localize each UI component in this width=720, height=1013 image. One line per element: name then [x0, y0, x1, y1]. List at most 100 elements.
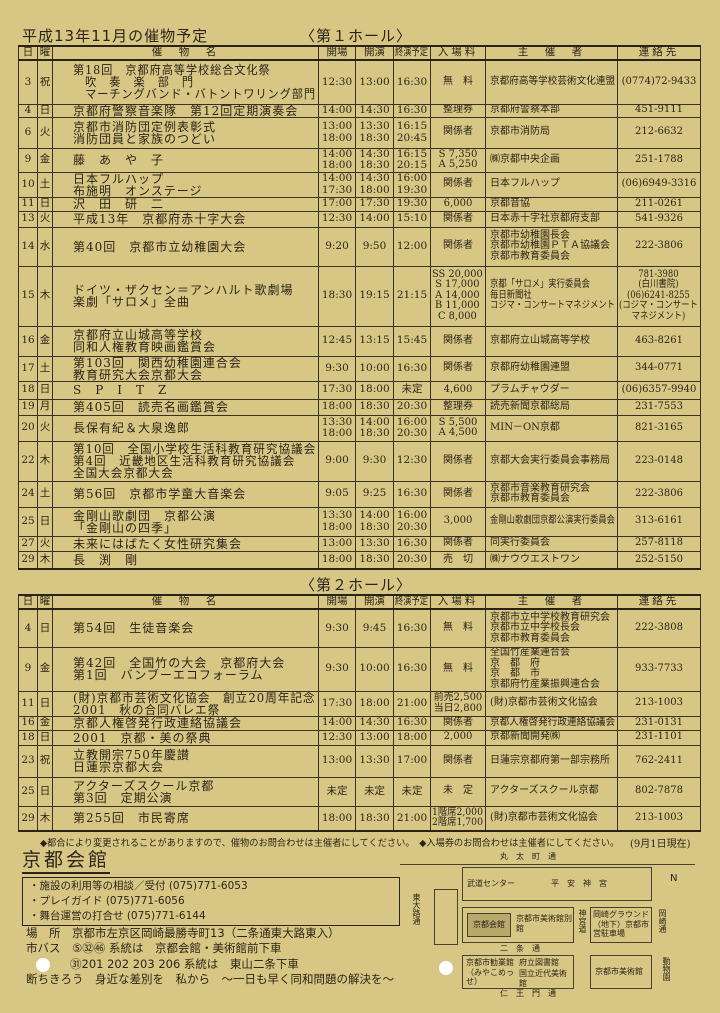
contact-phone: 821-3165 [635, 421, 683, 433]
event-name-cell: (財)京都市芸術文化協会 創立20周年記念 2001 秋の合同バレエ祭 [52, 690, 319, 717]
end-time: 未定 [401, 784, 423, 797]
weekday: 日 [39, 514, 51, 527]
doors-open: 18:30 [321, 289, 353, 302]
column-header-label: 入場料 [437, 595, 479, 608]
start-time: 13:30 18:30 [359, 120, 390, 144]
end-time-cell: 18:00 [393, 729, 431, 746]
map-higashioji: 東大路通 [412, 893, 421, 925]
end-time: 16:30 [396, 621, 428, 634]
table-row: 16 金 京都府立山城高等学校 同和人権教育映画鑑賞会 12:45 13:15 15:45… [18, 325, 701, 357]
consult-contact: ・施設の利用等の相談／受付 (075)771-6053 [29, 879, 248, 892]
event-name: 京都府警察音楽隊 第12回定期演奏会 [73, 104, 299, 117]
column-header-label: 日 [22, 595, 34, 608]
start-time: 13:00 [359, 730, 390, 743]
doors-open: 13:00 [321, 536, 353, 549]
weekday: 日 [39, 621, 51, 634]
event-name-cell: 京都人権啓発行政連絡協議会 [52, 715, 319, 731]
start-time: 19:15 [359, 289, 390, 302]
day-cell: 16 [18, 715, 38, 731]
contact-phone-cell: 344-0771 [617, 355, 701, 382]
end-time: 16:30 [396, 716, 428, 729]
contact-phone: 222-3808 [635, 622, 683, 633]
organizer: プラムチャウダー [490, 383, 570, 395]
end-time-cell: 21:00 [393, 805, 431, 832]
event-name-cell: ドイツ・ザクセン＝アンハルト歌劇場 楽劇「サロメ」全曲 [52, 265, 319, 327]
contact-phone: 231-1101 [635, 731, 683, 743]
column-header-label: 入場料 [437, 46, 479, 59]
map-kaikan-block: 京都会館 京都市美術館別館 [462, 907, 574, 943]
admission-cell: 関係者 [430, 535, 486, 552]
end-time: 16:30 [396, 487, 428, 500]
organizer-cell: アクターズスクール京都 [485, 776, 618, 807]
start-time: 14:00 [359, 212, 390, 225]
admission: 無 料 [443, 662, 473, 674]
weekday-cell: 木 [37, 440, 53, 482]
admission: 関係者 [443, 454, 473, 466]
day: 25 [21, 514, 35, 527]
weekday: 日 [39, 104, 51, 116]
end-time: 16:30 [396, 361, 428, 374]
map-bekkan: 京都市美術館別館 [516, 914, 572, 933]
organizer: 読売新聞京都総局 [490, 400, 570, 412]
contact-phone: (0774)72-9433 [621, 76, 697, 87]
doors-open-cell: 18:00 [318, 398, 356, 416]
hall2-title-row: 〈第２ホール〉 [0, 570, 720, 594]
admission-cell: 関係者 [430, 116, 486, 149]
weekday-cell: 祝 [37, 744, 53, 778]
map-niomon: 仁 王 門 通 [500, 989, 556, 998]
admission: 関係者 [443, 716, 473, 728]
organizer: 京都市立中学校教育研究会 京都市立中学校長会 京都市教育委員会 [490, 611, 610, 644]
weekday: 土 [39, 487, 51, 500]
doors-open-cell: 14:00 17:30 [318, 171, 356, 198]
contact-phone-cell: 222-3806 [617, 226, 701, 267]
start-time-cell: 18:30 [355, 805, 394, 832]
weekday-cell: 水 [37, 226, 53, 267]
venue-name: 京都会館 [22, 849, 111, 874]
contact-phone-cell: 212-6632 [617, 116, 701, 149]
contact-phone: 212-6632 [635, 126, 683, 138]
event-name-cell: 未来にはばたく女性研究集会 [52, 535, 319, 552]
end-time-cell: 16:30 [393, 715, 431, 731]
weekday-cell: 日 [37, 380, 53, 400]
day-cell: 4 [18, 608, 38, 648]
organizer-cell: (財)京都市芸術文化協会 [485, 690, 618, 717]
column-header-doors-open: 開場 [318, 594, 356, 610]
doors-open: 12:30 [321, 730, 353, 743]
event-name: 第18回 京都府高等学校総合文化祭 吹 奏 楽 部 門 マーチングバンド・バトン… [73, 63, 316, 102]
hall2-title: 〈第２ホール〉 [300, 576, 413, 594]
organizer: 京都新聞開発㈱ [490, 731, 560, 743]
column-header-label: 曜 [39, 595, 51, 608]
doors-open-cell: 12:45 [318, 325, 356, 357]
start-time-cell: 19:15 [355, 265, 394, 327]
end-time: 12:30 [396, 454, 428, 467]
weekday-cell: 金 [37, 715, 53, 731]
header-row: 日曜 催 物 名 開場 開演 終演予定 入場料 主 催 者 連絡先 [18, 45, 701, 61]
start-time: 13:00 [359, 75, 390, 88]
end-time: 15:45 [396, 334, 428, 347]
table-row: 23 祝 立教開宗750年慶讃 日蓮宗京都大会 13:00 13:30 17:00 関係者 日… [18, 744, 701, 778]
day: 17 [21, 361, 35, 374]
doors-open: 17:30 [321, 383, 353, 396]
end-time: 16:15 20:15 [396, 148, 428, 171]
day: 27 [21, 536, 35, 549]
day: 24 [21, 487, 35, 500]
column-header-label: 開演 [364, 595, 385, 608]
admission: 関係者 [443, 754, 473, 766]
contact-phone-cell: (0774)72-9433 [617, 59, 701, 105]
organizer-cell: 日本赤十字社京都府支部 [485, 210, 618, 228]
table-row: 11 日 沢 田 研 二 17:00 17:30 19:30 6,000 京都音協 211-02… [18, 196, 701, 212]
doors-open-cell: 18:00 [318, 550, 356, 570]
day: 6 [24, 125, 32, 138]
start-time: 14:30 18:00 [359, 172, 390, 196]
event-name-cell: 第10回 全国小学校生活科教育研究協議会 第4回 近畿地区生活科教育研究協議会 … [52, 440, 319, 482]
organizer-cell: 京都「サロメ」実行委員会 毎日新聞社 コジマ・コンサートマネジメント [485, 265, 618, 327]
organizer-cell: 京都府幼稚園連盟 [485, 355, 618, 382]
event-name-cell: 長保有紀＆大泉逸郎 [52, 414, 319, 442]
hall2-table: 日曜催 物 名開場 開演 終演予定 入場料主 催 者連絡先 4 日第54回 生徒音楽会 9:… [18, 594, 701, 832]
table-row: 24 土 第56回 京都市学童大音楽会 9:05 9:25 16:30 関係者 京都市音楽教育… [18, 480, 701, 508]
contact-phone: (06)6949-3316 [621, 178, 697, 190]
start-time-cell: 13:30 18:30 [355, 116, 394, 149]
organizer-cell: 日本フルハップ [485, 171, 618, 198]
address: 場 所 京都市左京区岡崎最勝寺町13（二条通東大路東入） [26, 925, 340, 940]
event-name-cell: 第42回 全国竹の大会 京都府大会 第1回 バンブーエコフォーラム [52, 646, 319, 692]
